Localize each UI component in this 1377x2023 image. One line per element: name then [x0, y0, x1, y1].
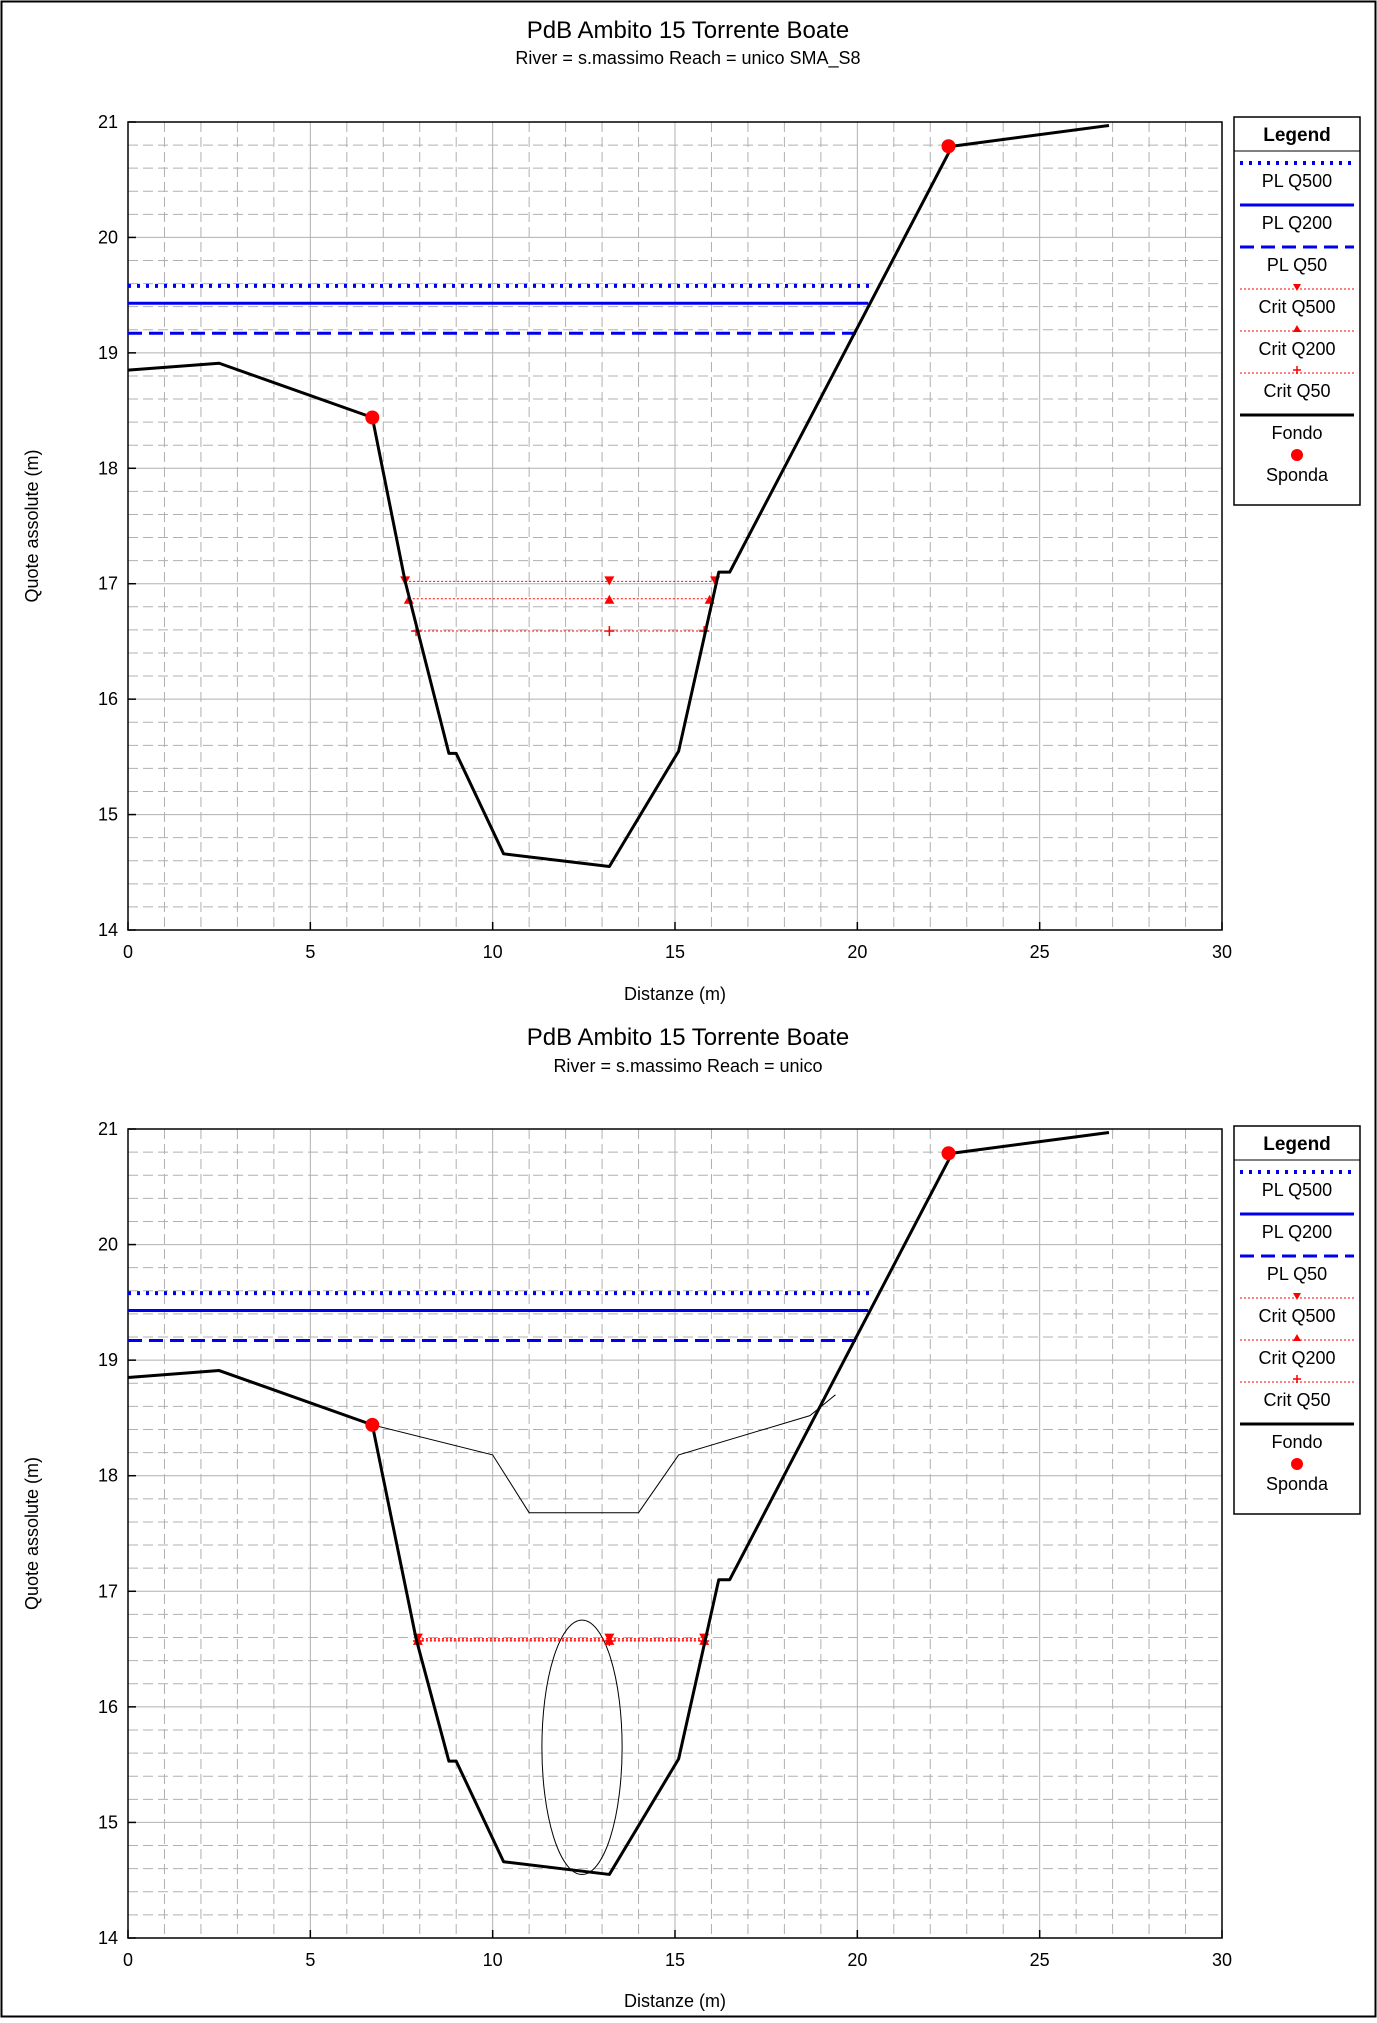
- legend-label: Crit Q500: [1258, 1306, 1335, 1326]
- x-tick-label: 0: [123, 942, 133, 962]
- x-tick-label: 5: [305, 942, 315, 962]
- x-tick-label: 30: [1212, 942, 1232, 962]
- chart-title: PdB Ambito 15 Torrente Boate: [527, 1024, 849, 1051]
- y-tick-label: 19: [98, 1350, 118, 1370]
- x-tick-label: 20: [847, 1950, 867, 1970]
- y-axis-label: Quote assolute (m): [22, 1457, 42, 1610]
- x-tick-label: 0: [123, 1950, 133, 1970]
- x-tick-label: 20: [847, 942, 867, 962]
- legend-label: Crit Q500: [1258, 297, 1335, 317]
- y-tick-label: 17: [98, 574, 118, 594]
- series-layer: [127, 1130, 1110, 1876]
- legend-label: PL Q500: [1262, 171, 1332, 191]
- legend-label: Crit Q50: [1263, 1390, 1330, 1410]
- y-tick-label: 16: [98, 689, 118, 709]
- y-tick-label: 15: [98, 1812, 118, 1832]
- grid: [127, 121, 1223, 931]
- y-tick-label: 19: [98, 343, 118, 363]
- legend: Legend PL Q500 PL Q200 PL Q50 Crit Q500 Crit …: [1233, 116, 1361, 506]
- legend-marker: [1293, 1293, 1301, 1300]
- x-tick-label: 15: [665, 1950, 685, 1970]
- chart-2: 0 5 10 15 20 25 30 14 15 16 17 18 19 20 21 PdB Ambito 1…: [22, 1024, 1361, 2011]
- series-layer: [127, 123, 1110, 869]
- legend-label: Crit Q200: [1258, 339, 1335, 359]
- chart-1: 0 5 10 15 20 25 30 14 15 16 17 18 19 20 21 PdB Ambito 1…: [22, 17, 1361, 1004]
- x-tick-label: 15: [665, 942, 685, 962]
- legend-label: Sponda: [1266, 465, 1329, 485]
- y-tick-label: 20: [98, 1235, 118, 1255]
- x-tick-label: 25: [1030, 1950, 1050, 1970]
- legend-label: Sponda: [1266, 1474, 1329, 1494]
- chart-subtitle: River = s.massimo Reach = unico: [553, 1056, 822, 1076]
- y-tick-label: 14: [98, 1928, 118, 1948]
- y-axis-label: Quote assolute (m): [22, 449, 42, 602]
- chart-subtitle: River = s.massimo Reach = unico SMA_S8: [515, 48, 860, 69]
- legend-label: PL Q200: [1262, 1222, 1332, 1242]
- point-sponda: [365, 1417, 380, 1432]
- y-tick-label: 15: [98, 805, 118, 825]
- y-tick-label: 14: [98, 920, 118, 940]
- point-sponda: [941, 139, 956, 154]
- x-axis-label: Distanze (m): [624, 1991, 726, 2011]
- legend-label: PL Q50: [1267, 255, 1327, 275]
- legend-title: Legend: [1263, 125, 1331, 146]
- legend-marker: [1293, 284, 1301, 291]
- legend-label: Fondo: [1271, 1432, 1322, 1452]
- point-crit-q500: [604, 576, 615, 586]
- x-axis-label: Distanze (m): [624, 984, 726, 1004]
- chart-title: PdB Ambito 15 Torrente Boate: [527, 17, 849, 44]
- legend-marker: [1291, 449, 1303, 461]
- legend-label: PL Q500: [1262, 1180, 1332, 1200]
- point-crit-q200: [604, 594, 615, 604]
- point-sponda: [365, 410, 380, 425]
- legend-box: [1233, 1125, 1361, 1515]
- legend-label: Crit Q200: [1258, 1348, 1335, 1368]
- culvert-ellipse: [541, 1619, 623, 1875]
- legend-marker: [1293, 1334, 1301, 1341]
- point-sponda: [941, 1146, 956, 1161]
- legend-label: Fondo: [1271, 423, 1322, 443]
- bridge-deck-line: [372, 1394, 836, 1514]
- legend-label: PL Q50: [1267, 1264, 1327, 1284]
- legend-marker: [1293, 325, 1301, 332]
- legend-title: Legend: [1263, 1134, 1331, 1155]
- x-tick-label: 10: [483, 1950, 503, 1970]
- legend-label: Crit Q50: [1263, 381, 1330, 401]
- y-tick-label: 21: [98, 112, 118, 132]
- y-tick-label: 18: [98, 458, 118, 478]
- y-tick-label: 18: [98, 1466, 118, 1486]
- legend-label: PL Q200: [1262, 213, 1332, 233]
- legend: Legend PL Q500 PL Q200 PL Q50 Crit Q500 Crit …: [1233, 1125, 1361, 1515]
- series-fondo: [127, 1130, 1110, 1876]
- y-tick-label: 20: [98, 227, 118, 247]
- series-fondo: [127, 123, 1110, 869]
- legend-box: [1233, 116, 1361, 506]
- legend-marker: [1291, 1458, 1303, 1470]
- x-tick-label: 25: [1030, 942, 1050, 962]
- grid: [127, 1128, 1223, 1939]
- x-tick-label: 5: [305, 1950, 315, 1970]
- y-tick-label: 21: [98, 1119, 118, 1139]
- x-tick-label: 30: [1212, 1950, 1232, 1970]
- y-tick-label: 16: [98, 1697, 118, 1717]
- y-tick-label: 17: [98, 1581, 118, 1601]
- x-tick-label: 10: [483, 942, 503, 962]
